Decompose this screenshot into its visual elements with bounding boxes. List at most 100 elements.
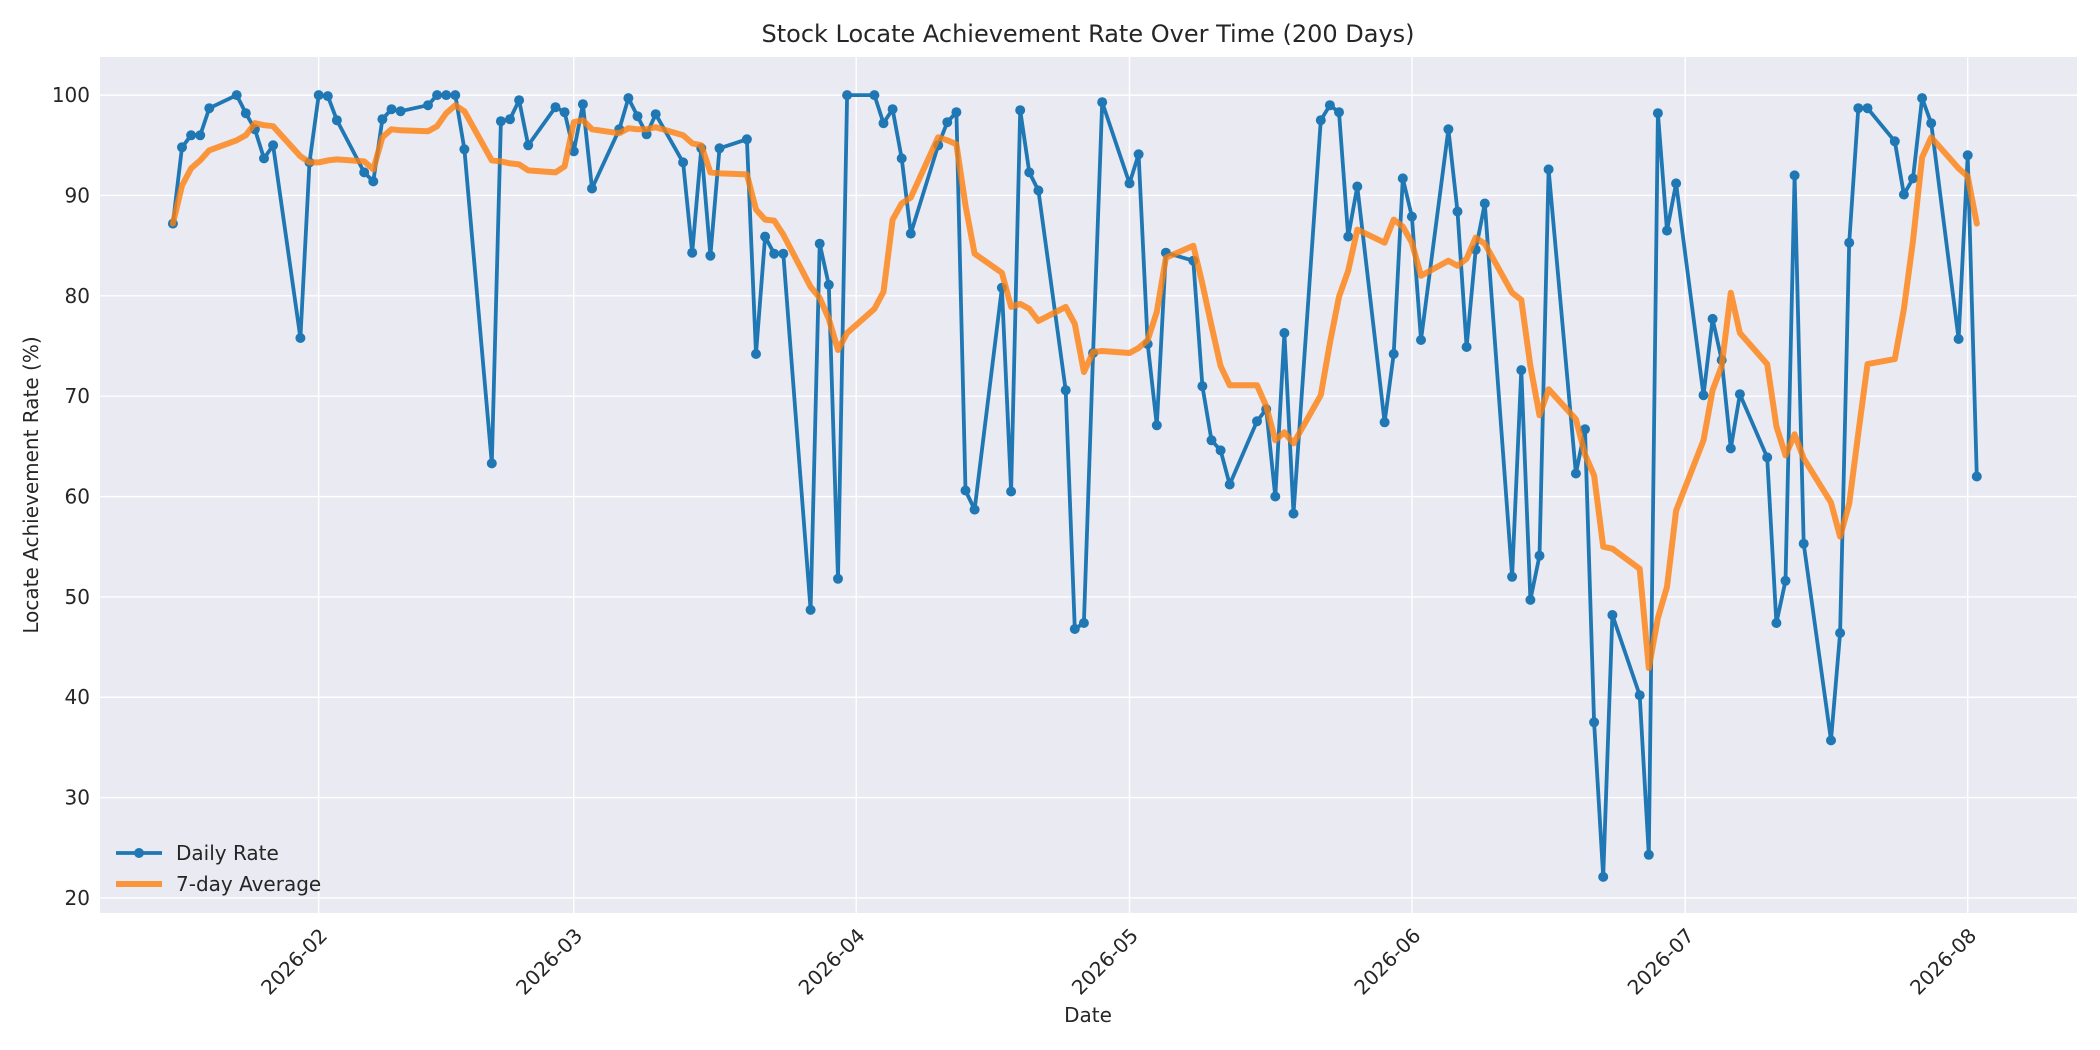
daily-rate-point (1826, 735, 1836, 746)
daily-rate-point (1698, 390, 1709, 401)
daily-rate-point (1215, 445, 1226, 456)
daily-rate-point (386, 104, 397, 115)
daily-rate-point (623, 93, 634, 104)
daily-rate-point (186, 130, 197, 141)
daily-rate-point (559, 107, 570, 118)
daily-rate-point (1507, 571, 1518, 582)
daily-rate-point (1643, 849, 1654, 860)
daily-rate-point (1416, 335, 1426, 345)
series-line-7-day-average (169, 102, 1980, 672)
daily-rate-point (905, 228, 916, 239)
daily-rate-point (778, 248, 789, 259)
daily-rate-point (495, 116, 506, 127)
x-tick-label: 2026-07 (1623, 923, 1699, 999)
daily-rate-point (1634, 690, 1645, 701)
daily-rate-point (240, 108, 251, 119)
daily-rate-point (833, 573, 843, 584)
daily-rate-point (550, 102, 561, 113)
y-tick-label: 40 (65, 685, 90, 709)
daily-rate-point (1133, 149, 1144, 160)
series-layer (167, 90, 1982, 882)
daily-rate-point (1443, 124, 1454, 135)
daily-rate-point (1270, 491, 1281, 502)
daily-rate-point (505, 114, 515, 125)
daily-rate-point (1060, 385, 1071, 396)
daily-rate-point (1798, 538, 1809, 549)
daily-rate-point (1279, 328, 1290, 338)
daily-rate-point (313, 90, 324, 101)
daily-rate-point (1908, 173, 1918, 184)
daily-rate-point (1534, 550, 1545, 561)
daily-rate-point (1024, 167, 1035, 178)
daily-rate-point (842, 90, 853, 101)
daily-rate-point (678, 157, 689, 168)
daily-rate-point (1069, 624, 1080, 634)
legend: Daily Rate 7-day Average (116, 841, 321, 896)
daily-rate-point (322, 91, 333, 102)
daily-rate-point (1516, 365, 1527, 376)
daily-rate-point (1379, 417, 1390, 428)
daily-rate-point (896, 153, 907, 164)
daily-rate-point (887, 104, 898, 115)
daily-rate-point (823, 279, 834, 290)
y-tick-label: 100 (52, 83, 90, 107)
daily-rate-point (1898, 189, 1909, 200)
daily-rate-point (1789, 170, 1800, 181)
y-tick-label: 60 (65, 485, 90, 509)
daily-rate-point (1197, 381, 1208, 392)
daily-rate-point (869, 90, 880, 101)
daily-rate-point (769, 248, 780, 259)
daily-rate-point (1844, 237, 1855, 248)
daily-rate-point (1862, 103, 1873, 114)
daily-rate-point (423, 100, 433, 111)
daily-rate-point (1543, 164, 1554, 175)
daily-rate-point (1780, 575, 1791, 586)
daily-rate-point (486, 458, 497, 469)
y-tick-label: 50 (65, 585, 90, 609)
y-axis-ticks: 20 30 40 50 60 70 80 90 100 (52, 83, 90, 910)
daily-rate-point (331, 115, 342, 126)
daily-rate-point (523, 140, 534, 151)
daily-rate-point (1598, 871, 1609, 882)
daily-rate-point (1725, 443, 1736, 454)
daily-rate-point (1151, 420, 1162, 431)
x-tick-label: 2026-08 (1905, 923, 1981, 999)
y-axis-title: Locate Achievement Rate (%) (19, 336, 43, 633)
daily-rate-point (960, 485, 971, 496)
daily-rate-point (1662, 225, 1672, 236)
daily-rate-point (432, 90, 443, 101)
daily-rate-point (942, 117, 953, 128)
daily-rate-point (1570, 468, 1581, 479)
legend-label-daily-rate: Daily Rate (176, 841, 279, 865)
daily-rate-point (1343, 231, 1354, 242)
daily-rate-point (1352, 181, 1363, 192)
daily-rate-point (1015, 105, 1026, 116)
daily-rate-point (1324, 100, 1335, 111)
daily-rate-point (377, 114, 388, 125)
daily-rate-point (1288, 508, 1299, 519)
x-axis-ticks: 2026-02 2026-03 2026-04 2026-05 2026-06 2026-… (256, 923, 1981, 999)
daily-rate-point (1479, 198, 1490, 209)
daily-rate-point (441, 90, 452, 101)
daily-rate-point (1762, 452, 1773, 463)
daily-rate-point (514, 95, 525, 106)
daily-rate-point (268, 140, 279, 151)
chart-title: Stock Locate Achievement Rate Over Time … (761, 20, 1414, 48)
daily-rate-point (1971, 471, 1982, 482)
daily-rate-point (231, 90, 242, 101)
daily-rate-point (459, 144, 470, 155)
daily-rate-point (1889, 136, 1900, 147)
legend-marker-daily-rate (134, 848, 144, 858)
daily-rate-point (204, 103, 215, 114)
daily-rate-point (1707, 313, 1718, 324)
daily-rate-point (1033, 185, 1044, 196)
daily-rate-point (1224, 479, 1235, 490)
daily-rate-point (814, 238, 825, 249)
x-tick-label: 2026-05 (1067, 923, 1143, 999)
daily-rate-point (395, 106, 406, 117)
x-tick-label: 2026-02 (256, 923, 332, 999)
daily-rate-point (1962, 150, 1973, 161)
daily-rate-point (1525, 594, 1536, 605)
daily-rate-point (1926, 118, 1937, 129)
